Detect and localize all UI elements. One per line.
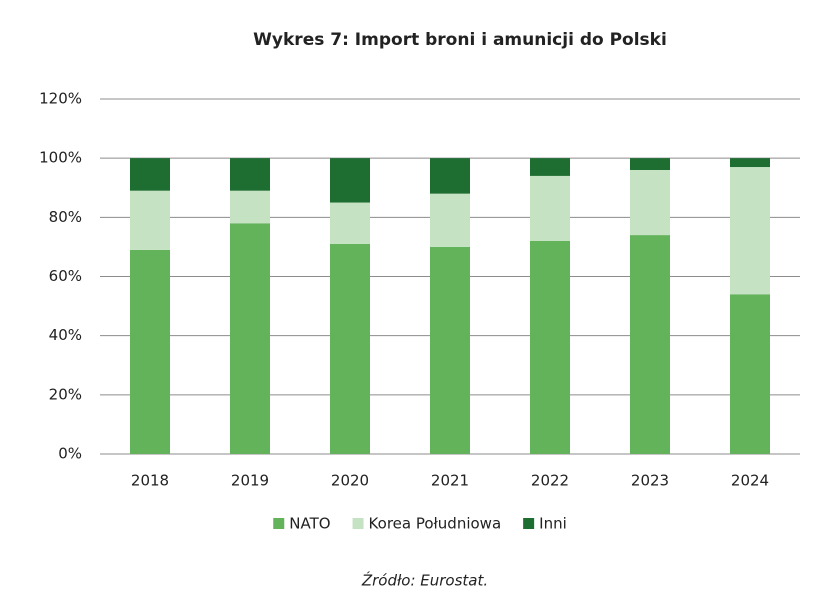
legend-label: Inni [539, 515, 567, 533]
bar-segment [530, 158, 570, 176]
y-tick-label: 40% [49, 326, 82, 344]
bar-segment [230, 223, 270, 454]
y-tick-label: 0% [58, 445, 82, 463]
legend-swatch [273, 518, 285, 529]
bar-segment [430, 193, 470, 247]
legend-label: Korea Południowa [369, 515, 502, 533]
x-tick-label: 2022 [531, 472, 569, 490]
chart-title: Wykres 7: Import broni i amunicji do Pol… [253, 30, 667, 50]
x-tick-label: 2023 [631, 472, 669, 490]
bar-segment [530, 241, 570, 454]
bar-segment [630, 235, 670, 454]
bar-segment [130, 190, 170, 250]
bar-segment [330, 202, 370, 244]
bar-segment [130, 158, 170, 191]
y-tick-label: 60% [49, 267, 82, 285]
bar-segment [130, 249, 170, 454]
legend-label: NATO [289, 515, 330, 533]
legend-swatch [352, 518, 364, 529]
bar-segment [330, 243, 370, 454]
x-tick-label: 2019 [231, 472, 269, 490]
x-tick-label: 2020 [331, 472, 369, 490]
bar-segment [430, 246, 470, 454]
y-tick-label: 80% [49, 208, 82, 226]
bar-segment [730, 294, 770, 454]
x-tick-label: 2024 [731, 472, 769, 490]
bar-segment [730, 158, 770, 168]
bar-segment [230, 190, 270, 224]
y-tick-label: 100% [39, 149, 82, 167]
y-tick-label: 20% [49, 385, 82, 403]
y-tick-label: 120% [39, 90, 82, 108]
bar-segment [730, 167, 770, 295]
bar-segment [530, 175, 570, 241]
bar-segment [630, 158, 670, 170]
x-tick-label: 2021 [431, 472, 469, 490]
bar-segment [230, 158, 270, 191]
bar-segment [330, 158, 370, 203]
x-tick-label: 2018 [131, 472, 169, 490]
bar-segment [630, 170, 670, 236]
bar-segment [430, 158, 470, 194]
legend-swatch [523, 518, 535, 529]
source-note: Źródło: Eurostat. [361, 571, 488, 590]
